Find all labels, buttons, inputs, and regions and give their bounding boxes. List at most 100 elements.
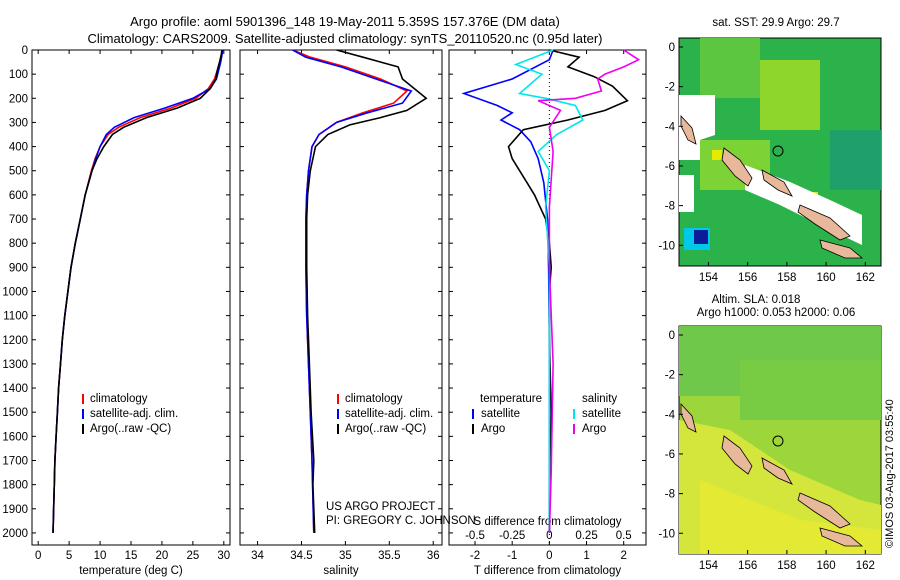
island-solomons (797, 492, 851, 529)
x-tick-label: -1 (507, 550, 517, 562)
x-tick-label-salinity: -0.25 (499, 530, 525, 542)
map-y-tick-label: -8 (665, 489, 675, 501)
y-tick-label: 500 (9, 166, 28, 178)
x-tick-label-salinity: -0.5 (465, 530, 485, 542)
x-tick-label: 30 (217, 550, 230, 562)
y-tick-label: 800 (9, 238, 28, 250)
legend-label: climatology (90, 393, 148, 405)
legend-label: Argo (481, 423, 505, 435)
x-tick-label: 5 (66, 550, 72, 562)
sla-green-patch (740, 360, 881, 420)
y-tick-label: 300 (9, 117, 28, 129)
y-tick-label: 1700 (2, 455, 28, 467)
map-x-tick-label: 158 (777, 272, 796, 284)
y-tick-label: 0 (22, 45, 28, 57)
x-tick-label: 20 (156, 550, 169, 562)
island-guadalcanal (819, 239, 864, 259)
sla-map: 154 156 158 160 162 0 -2 -4 -6 -8 -10 (658, 325, 882, 572)
sla-map-title-line1: Altim. SLA: 0.018 (712, 294, 801, 306)
y-tick-label: 1100 (3, 311, 28, 323)
map-x-tick-label: 162 (856, 560, 875, 572)
y-tick-label: 1400 (2, 383, 28, 395)
x-tick-label: 0 (35, 550, 41, 562)
map-y-tick-label: -2 (665, 82, 675, 94)
series-line (292, 49, 409, 533)
legend-label: climatology (345, 393, 403, 405)
series-line (52, 49, 223, 533)
island-new-ireland (680, 114, 697, 145)
credits-line2: PI: GREGORY C. JOHNSON (326, 515, 476, 527)
sst-missing-data (679, 175, 694, 212)
island-solomons (797, 204, 851, 241)
legend-label: satellite-adj. clim. (90, 408, 178, 420)
x-axis-label: T difference from climatology (474, 565, 621, 577)
legend-label: Argo(..raw -QC) (90, 423, 171, 435)
island-bougainville (721, 435, 753, 475)
map-y-tick-label: -6 (665, 449, 675, 461)
island-guadalcanal (819, 527, 864, 547)
map-y-tick-label: 0 (669, 330, 675, 342)
credits-line1: US ARGO PROJECT (326, 501, 435, 513)
plot-frame (448, 49, 647, 546)
x-tick-label: -2 (470, 550, 480, 562)
island-choiseul (761, 457, 793, 485)
y-tick-label: 1500 (2, 407, 28, 419)
legend-title-salinity: salinity (582, 393, 617, 405)
map-x-tick-label: 160 (816, 272, 835, 284)
sla-map-title-line2: Argo h1000: 0.053 h2000: 0.06 (697, 307, 856, 319)
map-x-tick-label: 156 (738, 560, 757, 572)
legend-title-temperature: temperature (480, 393, 542, 405)
y-tick-label: 1300 (2, 359, 28, 371)
y-tick-label: 700 (9, 214, 28, 226)
x-tick-label: 35.5 (378, 550, 400, 562)
x-tick-label: 2 (620, 550, 626, 562)
map-y-tick-label: -10 (658, 528, 675, 540)
legend-label: Argo(..raw -QC) (345, 423, 426, 435)
sst-warm-patch (700, 38, 760, 98)
map-y-tick-label: -4 (665, 409, 676, 421)
legend-label: satellite-adj. clim. (345, 408, 433, 420)
y-tick-label: 1000 (2, 286, 28, 298)
series-line (52, 49, 224, 533)
legend-label: satellite (481, 408, 520, 420)
y-tick-label: 900 (9, 262, 28, 274)
map-y-tick-label: -4 (665, 121, 676, 133)
series-line (507, 49, 629, 533)
y-tick-label: 400 (9, 142, 28, 154)
y-tick-label: 100 (9, 69, 28, 81)
map-x-tick-label: 162 (856, 272, 875, 284)
map-x-tick-label: 154 (699, 272, 719, 284)
difference-panel: -2 -1 0 1 2 -0.5 -0.25 0 0.25 0.5 S difference fro… (448, 49, 647, 577)
legend-label: Argo (582, 423, 606, 435)
island-new-ireland (680, 402, 697, 433)
legend-label: satellite (582, 408, 621, 420)
x-tick-label-salinity: 0.5 (616, 530, 632, 542)
x-axis-label: salinity (323, 565, 358, 577)
profile-location-circle (772, 145, 784, 157)
y-tick-label: 1200 (2, 335, 28, 347)
series-line (461, 49, 554, 533)
sst-warm-patch (760, 60, 820, 130)
sst-map-title: sat. SST: 29.9 Argo: 29.7 (712, 17, 839, 29)
island-bougainville (721, 147, 753, 187)
map-x-tick-label: 158 (777, 560, 796, 572)
series-line (305, 49, 428, 533)
y-tick-label: 1800 (2, 480, 28, 492)
temperature-panel: 0100200300400500600700800900100011001200… (2, 45, 231, 577)
map-x-tick-label: 154 (699, 560, 719, 572)
x-tick-label: 36 (427, 550, 440, 562)
x-tick-label: 34 (251, 550, 264, 562)
series-line (537, 49, 641, 533)
sst-cold-patch (694, 230, 708, 244)
x-tick-label: 15 (125, 550, 138, 562)
y-tick-label: 2000 (2, 528, 28, 540)
x-tick-label: 1 (583, 550, 589, 562)
x-tick-label: 34.5 (290, 550, 312, 562)
map-y-tick-label: -2 (665, 370, 675, 382)
x-axis-label: temperature (deg C) (79, 565, 183, 577)
figure-title-line1: Argo profile: aoml 5901396_148 19-May-20… (130, 14, 560, 29)
x-tick-label: 35 (339, 550, 352, 562)
profile-location-circle (772, 435, 784, 447)
plot-frame (239, 49, 443, 546)
